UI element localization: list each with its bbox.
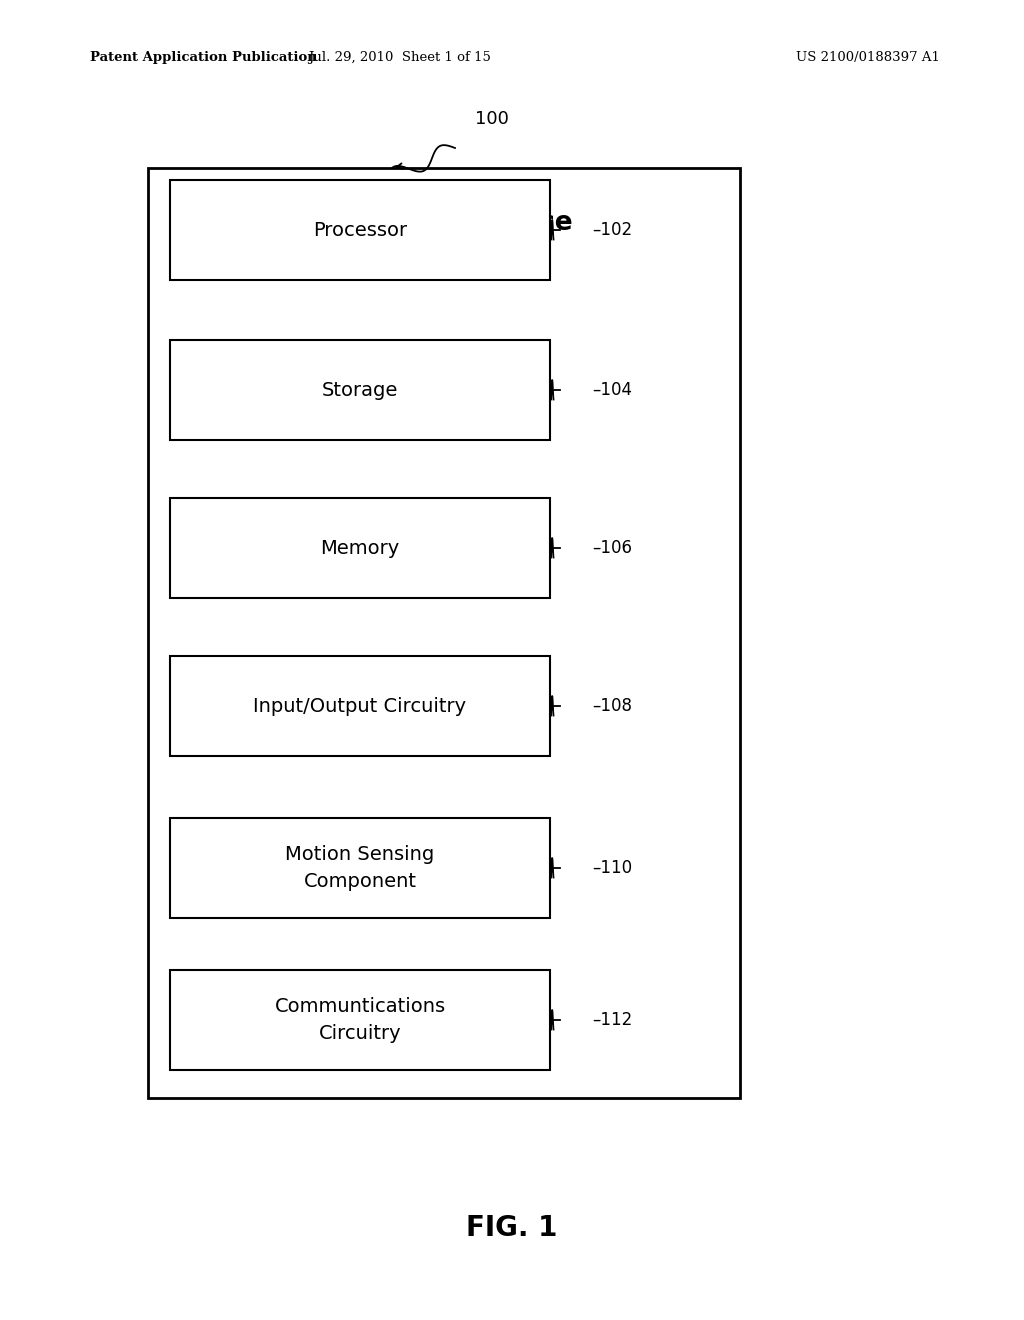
Text: Motion Sensing
Component: Motion Sensing Component — [286, 845, 434, 891]
Bar — [170, 656, 550, 756]
Text: Communtications
Circuitry: Communtications Circuitry — [274, 997, 445, 1043]
Text: Jul. 29, 2010  Sheet 1 of 15: Jul. 29, 2010 Sheet 1 of 15 — [308, 51, 492, 65]
Text: Input/Output Circuitry: Input/Output Circuitry — [253, 697, 467, 715]
Bar — [170, 498, 550, 598]
Text: Memory: Memory — [321, 539, 399, 557]
Bar — [170, 180, 550, 280]
Text: Processor: Processor — [313, 220, 408, 239]
Bar — [170, 970, 550, 1071]
Text: –110: –110 — [592, 859, 632, 876]
Text: –108: –108 — [592, 697, 632, 715]
Text: Electronic Device: Electronic Device — [315, 210, 572, 236]
Text: FIG. 1: FIG. 1 — [466, 1214, 558, 1242]
Bar — [148, 168, 740, 1098]
Text: –102: –102 — [592, 220, 632, 239]
Text: Patent Application Publication: Patent Application Publication — [90, 51, 316, 65]
Bar — [170, 341, 550, 440]
Text: –106: –106 — [592, 539, 632, 557]
Text: US 2100/0188397 A1: US 2100/0188397 A1 — [796, 51, 940, 65]
Text: 100: 100 — [475, 110, 509, 128]
Text: –104: –104 — [592, 381, 632, 399]
Bar — [170, 818, 550, 917]
Text: Storage: Storage — [322, 380, 398, 400]
Text: –112: –112 — [592, 1011, 632, 1030]
